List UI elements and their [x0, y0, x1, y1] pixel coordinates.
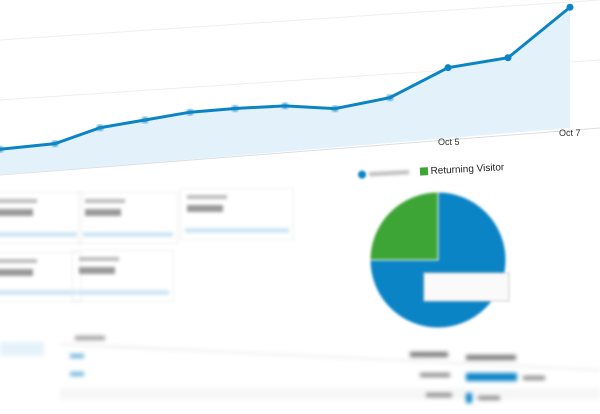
data-point — [187, 109, 193, 116]
pie-tooltip — [423, 272, 510, 302]
x-axis — [0, 127, 600, 176]
area-fill — [0, 7, 570, 175]
x-tick-oct-5: Oct 5 — [438, 137, 460, 147]
bounce-bar — [466, 373, 517, 381]
data-point — [232, 105, 238, 112]
metric-card — [0, 252, 82, 302]
data-point — [142, 116, 148, 123]
metric-card — [180, 188, 294, 240]
data-point — [444, 64, 452, 72]
series-line — [0, 6, 571, 151]
data-point — [387, 94, 393, 101]
bounce-value — [478, 396, 500, 400]
data-point — [282, 102, 288, 109]
new-visitor-legend-dot — [357, 170, 367, 180]
data-point — [97, 124, 103, 131]
data-point — [52, 140, 58, 147]
data-point — [566, 3, 574, 11]
data-table — [0, 336, 600, 403]
bounce-bar — [466, 393, 472, 403]
data-point — [332, 105, 338, 112]
returning-visitor-legend-swatch — [419, 167, 428, 176]
metric-card — [72, 250, 174, 302]
data-point — [504, 54, 512, 62]
metric-card — [78, 192, 178, 244]
new-visitor-legend-label — [368, 170, 409, 177]
x-tick-oct-7: Oct 7 — [559, 128, 581, 138]
metric-card — [0, 192, 82, 244]
bounce-value — [523, 376, 545, 380]
sessions-line-chart — [0, 0, 600, 176]
gridline — [0, 0, 600, 41]
data-point — [0, 146, 3, 153]
visitor-pie-chart — [369, 191, 510, 329]
pie-slice-returning-visitor — [369, 191, 439, 261]
